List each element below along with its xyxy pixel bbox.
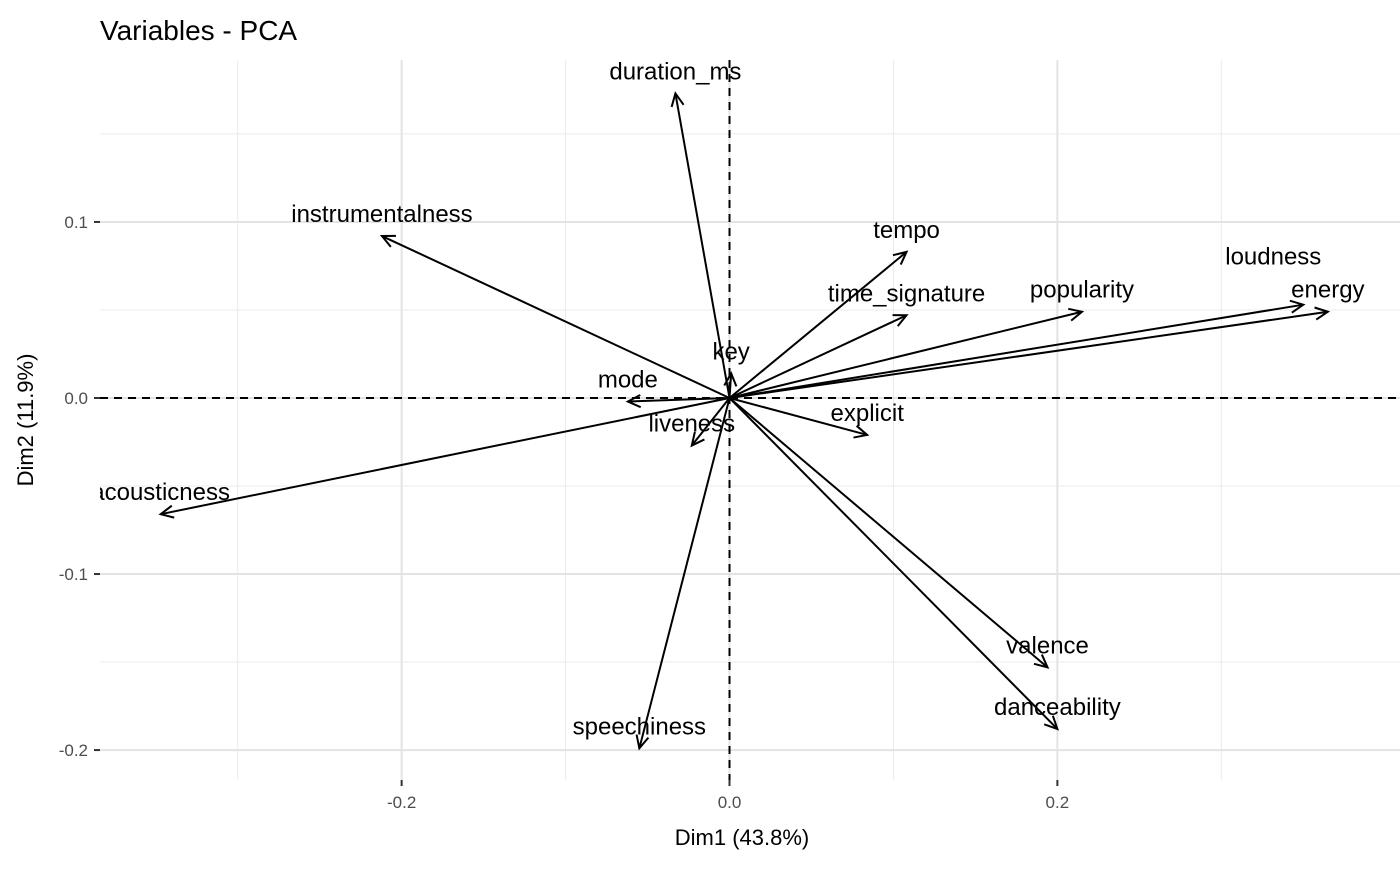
arrow-shaft: [381, 235, 730, 399]
variable-label: tempo: [873, 217, 940, 244]
x-tick-label: 0.0: [718, 793, 742, 812]
arrow-shaft: [638, 397, 731, 749]
arrow-head: [635, 734, 650, 751]
arrow-head: [1043, 715, 1059, 731]
variable-label: energy: [1291, 277, 1364, 304]
arrow-shaft: [674, 93, 731, 399]
arrow-head: [1033, 654, 1050, 669]
arrow-time_signature: time_signature: [729, 280, 985, 399]
variable-label: popularity: [1030, 277, 1134, 304]
arrow-loudness: loudness: [729, 244, 1321, 399]
arrow-shaft: [728, 373, 733, 399]
arrow-shaft: [729, 310, 1083, 399]
y-tick-label: 0.0: [64, 389, 88, 408]
arrow-duration_ms: duration_ms: [609, 58, 741, 399]
arrow-shaft: [728, 397, 1059, 730]
y-tick-label: -0.2: [59, 741, 88, 760]
axes: -0.2 0.0 0.2 0.1 0.0 -0.1 -0.2: [59, 213, 1069, 812]
variable-arrows: duration_ms instrumentalness tempo time_sig…: [91, 58, 1400, 780]
arrow-head: [690, 431, 705, 448]
arrow-shaft: [160, 397, 730, 516]
arrow-mode: mode: [598, 367, 730, 409]
y-tick-label: 0.1: [64, 213, 88, 232]
arrow-head: [158, 504, 175, 519]
arrow-tempo: tempo: [728, 217, 940, 399]
variable-label: time_signature: [828, 280, 985, 307]
variable-label: explicit: [831, 400, 905, 427]
arrow-head: [723, 371, 738, 387]
arrow-popularity: popularity: [729, 277, 1134, 399]
variable-label: instrumentalness: [291, 201, 472, 228]
arrow-danceability: danceability: [728, 397, 1121, 731]
x-tick-label: 0.2: [1046, 793, 1070, 812]
arrow-speechiness: speechiness: [573, 397, 731, 751]
arrow-shaft: [728, 397, 1049, 669]
variable-label: acousticness: [91, 479, 230, 506]
variable-label: speechiness: [573, 713, 706, 740]
arrow-head: [625, 394, 642, 409]
arrow-acousticness: acousticness: [91, 397, 730, 519]
x-tick-label: -0.2: [387, 793, 416, 812]
arrow-head: [892, 314, 909, 327]
arrow-shaft: [729, 397, 868, 436]
arrow-shaft: [729, 310, 1329, 399]
arrow-head: [892, 250, 909, 266]
variable-label: danceability: [994, 694, 1121, 721]
arrow-shaft: [729, 314, 907, 399]
variable-label: duration_ms: [609, 58, 741, 85]
y-tick-label: -0.1: [59, 565, 88, 584]
chart-title: Variables - PCA: [100, 15, 297, 46]
arrow-instrumentalness: instrumentalness: [291, 201, 730, 399]
arrow-head: [853, 425, 870, 439]
variable-label: key: [712, 338, 749, 365]
arrow-head: [670, 91, 685, 108]
arrow-explicit: explicit: [729, 397, 905, 439]
arrow-head: [1289, 299, 1306, 314]
arrow-shaft: [691, 397, 731, 447]
y-axis-label: Dim2 (11.9%): [13, 354, 38, 487]
arrow-shaft: [729, 303, 1304, 399]
arrow-valence: valence: [728, 397, 1089, 669]
arrow-shaft: [627, 396, 730, 403]
arrow-head: [1068, 307, 1085, 322]
arrow-shaft: [728, 251, 908, 399]
variable-label: loudness: [1225, 244, 1321, 271]
x-axis-label: Dim1 (43.8%): [675, 825, 809, 850]
variable-label: mode: [598, 367, 658, 394]
arrow-key: key: [712, 338, 750, 399]
arrow-head: [379, 234, 396, 248]
arrow-energy: energy: [729, 277, 1365, 399]
variable-label: valence: [1006, 632, 1089, 659]
arrow-head: [1314, 306, 1331, 321]
